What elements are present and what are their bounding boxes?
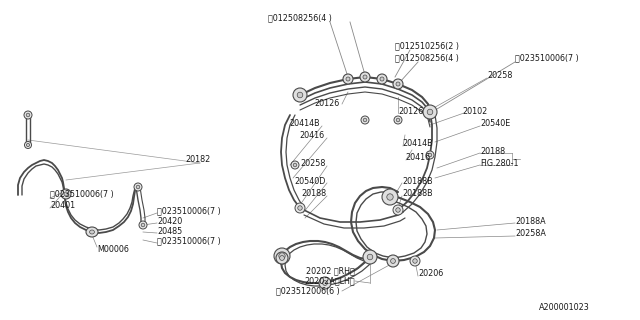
Ellipse shape xyxy=(367,254,372,260)
Text: 20188B: 20188B xyxy=(402,177,433,186)
Circle shape xyxy=(26,143,29,147)
Text: 20540E: 20540E xyxy=(480,119,510,129)
Circle shape xyxy=(361,116,369,124)
Text: 20188B: 20188B xyxy=(402,189,433,198)
Circle shape xyxy=(24,141,31,148)
Ellipse shape xyxy=(61,189,71,199)
Ellipse shape xyxy=(363,75,367,79)
Circle shape xyxy=(295,203,305,213)
Text: Ⓝ023510006(7 ): Ⓝ023510006(7 ) xyxy=(50,189,114,198)
Ellipse shape xyxy=(387,255,399,267)
Text: 20401: 20401 xyxy=(50,202,75,211)
Circle shape xyxy=(413,259,417,263)
Circle shape xyxy=(134,183,142,191)
Text: 20258: 20258 xyxy=(301,159,326,169)
Text: 20202A〈LH〉: 20202A〈LH〉 xyxy=(305,276,355,285)
Text: Ⓝ023510006(7 ): Ⓝ023510006(7 ) xyxy=(157,206,221,215)
Ellipse shape xyxy=(360,72,370,82)
Circle shape xyxy=(141,223,145,227)
Text: 20182: 20182 xyxy=(185,156,211,164)
Text: 20414B: 20414B xyxy=(402,140,433,148)
Text: 20258A: 20258A xyxy=(515,229,546,238)
Circle shape xyxy=(393,205,403,215)
Ellipse shape xyxy=(382,189,398,205)
Circle shape xyxy=(396,118,400,122)
Ellipse shape xyxy=(390,259,396,263)
Ellipse shape xyxy=(323,281,328,285)
Text: 20102: 20102 xyxy=(462,107,487,116)
Text: 20126: 20126 xyxy=(398,107,423,116)
Text: A200001023: A200001023 xyxy=(540,303,590,313)
Text: Ⓑ012508256(4 ): Ⓑ012508256(4 ) xyxy=(268,13,332,22)
Ellipse shape xyxy=(343,74,353,84)
Text: 20188A: 20188A xyxy=(515,217,546,226)
Ellipse shape xyxy=(380,77,384,81)
Ellipse shape xyxy=(276,252,288,264)
Text: 20206: 20206 xyxy=(418,269,444,278)
Ellipse shape xyxy=(387,194,393,200)
Text: Ⓝ023510006(7 ): Ⓝ023510006(7 ) xyxy=(157,236,221,245)
Circle shape xyxy=(293,163,297,167)
Text: 20540D: 20540D xyxy=(294,177,326,186)
Text: 20188: 20188 xyxy=(301,189,326,198)
Ellipse shape xyxy=(346,77,350,81)
Circle shape xyxy=(136,185,140,189)
Circle shape xyxy=(364,118,367,122)
Text: 20258: 20258 xyxy=(487,71,513,81)
Circle shape xyxy=(428,153,432,157)
Text: 20414B: 20414B xyxy=(289,119,320,129)
Text: 20202 〈RH〉: 20202 〈RH〉 xyxy=(307,267,355,276)
Circle shape xyxy=(291,161,299,169)
Ellipse shape xyxy=(377,74,387,84)
Circle shape xyxy=(298,206,302,210)
Ellipse shape xyxy=(86,227,98,237)
Ellipse shape xyxy=(428,109,433,115)
Ellipse shape xyxy=(423,105,437,119)
Text: 20416: 20416 xyxy=(300,132,325,140)
Text: 20126: 20126 xyxy=(315,100,340,108)
Text: Ⓑ012510256(2 ): Ⓑ012510256(2 ) xyxy=(395,42,459,51)
Text: M00006: M00006 xyxy=(97,244,129,253)
Ellipse shape xyxy=(279,253,285,259)
Ellipse shape xyxy=(280,256,284,260)
Text: 20188: 20188 xyxy=(480,147,505,156)
Ellipse shape xyxy=(90,230,95,234)
Ellipse shape xyxy=(363,250,377,264)
Circle shape xyxy=(396,208,400,212)
Text: 20485: 20485 xyxy=(157,227,182,236)
Text: Ⓝ023512006(6 ): Ⓝ023512006(6 ) xyxy=(276,286,340,295)
Ellipse shape xyxy=(319,277,331,289)
Ellipse shape xyxy=(297,92,303,98)
Circle shape xyxy=(410,256,420,266)
Ellipse shape xyxy=(64,192,68,196)
Circle shape xyxy=(26,113,30,117)
Text: 20416: 20416 xyxy=(405,154,430,163)
Text: 20420: 20420 xyxy=(157,217,182,226)
Ellipse shape xyxy=(293,88,307,102)
Ellipse shape xyxy=(396,82,400,86)
Text: FIG.280-1: FIG.280-1 xyxy=(480,158,518,167)
Ellipse shape xyxy=(274,248,290,264)
Circle shape xyxy=(426,151,434,159)
Circle shape xyxy=(24,111,32,119)
Circle shape xyxy=(139,221,147,229)
Ellipse shape xyxy=(393,79,403,89)
Text: Ⓝ023510006(7 ): Ⓝ023510006(7 ) xyxy=(515,53,579,62)
Circle shape xyxy=(394,116,402,124)
Text: Ⓑ012508256(4 ): Ⓑ012508256(4 ) xyxy=(395,53,459,62)
